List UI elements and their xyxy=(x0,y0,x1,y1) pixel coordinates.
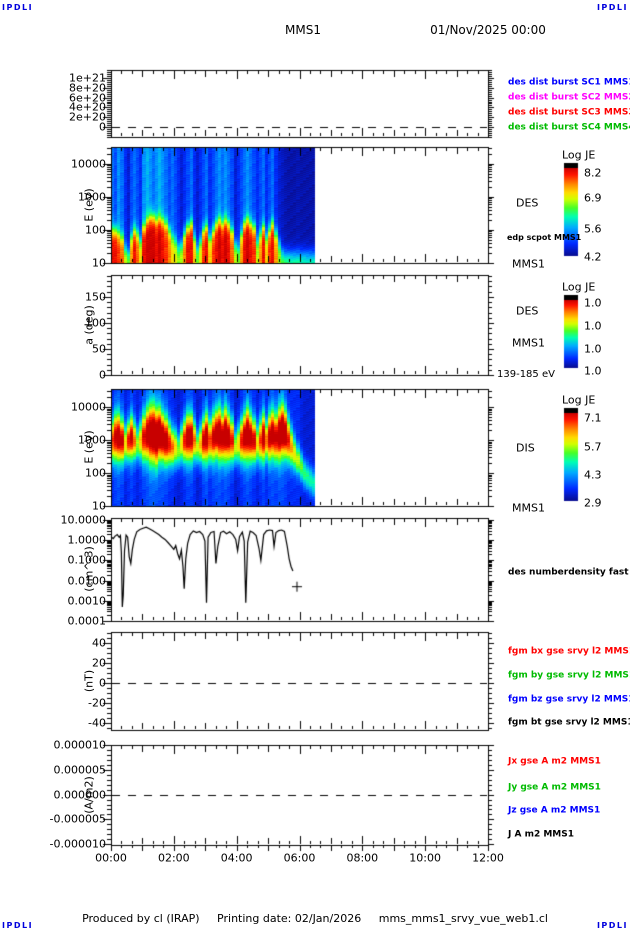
series-label: edp scpot MMS1 xyxy=(507,233,582,242)
y-tick-label: 100 xyxy=(85,466,106,480)
y-tick-label: 2e+20 xyxy=(69,110,106,124)
colorbar-tick-label: 2.9 xyxy=(584,496,602,510)
series-label: J A m2 MMS1 xyxy=(508,829,575,840)
y-tick-label: 0.1000 xyxy=(67,553,107,567)
series-label: des numberdensity fast M xyxy=(508,567,630,578)
colorbar-tick-label: 6.9 xyxy=(584,191,602,205)
y-tick-label: 1000 xyxy=(78,190,106,204)
y-tick-label: -0.000005 xyxy=(49,812,106,826)
footer-printing-date: Printing date: 02/Jan/2026 xyxy=(217,912,362,925)
y-tick-label: 50 xyxy=(92,342,106,356)
series-label: DIS xyxy=(516,441,535,455)
y-tick-label: 150 xyxy=(85,290,106,304)
colorbar-tick-label: 1.0 xyxy=(584,364,602,378)
colorbar-tick-label: 8.2 xyxy=(584,166,602,180)
y-tick-label: 0.0010 xyxy=(67,594,107,608)
y-tick-label: 0.0001 xyxy=(67,614,107,628)
series-label: fgm bx gse srvy l2 MMS1 xyxy=(508,646,630,657)
y-tick-label: 20 xyxy=(92,656,106,670)
colorbar-title: Log JE xyxy=(562,393,596,407)
y-axis-title: E (eV) xyxy=(82,430,96,464)
y-axis-title: a (deg) xyxy=(82,305,96,345)
colorbar-title: Log JE xyxy=(562,148,596,162)
y-tick-label: 0.000000 xyxy=(53,788,107,802)
y-tick-label: 10.0000 xyxy=(60,513,107,527)
series-label: MMS1 xyxy=(512,501,545,515)
x-tick-label: 02:00 xyxy=(157,851,190,865)
watermark-top-right: IPDLI xyxy=(596,3,628,12)
series-label: 139-185 eV xyxy=(497,369,555,380)
x-tick-label: 12:00 xyxy=(472,851,504,865)
watermark-bottom-left: IPDLI xyxy=(2,921,34,930)
footer-script-name: mms_mms1_srvy_vue_web1.cl xyxy=(378,912,548,925)
series-label: fgm bt gse srvy l2 MMS1 xyxy=(508,717,630,728)
series-label: des dist burst SC2 MMS2 xyxy=(508,92,630,103)
x-tick-label: 04:00 xyxy=(220,851,253,865)
y-tick-label: 10000 xyxy=(71,157,106,171)
colorbar-tick-label: 1.0 xyxy=(584,319,602,333)
y-tick-label: 1.0000 xyxy=(67,533,107,547)
y-tick-label: 100 xyxy=(85,223,106,237)
x-tick-label: 06:00 xyxy=(283,851,316,865)
y-tick-label: 1e+21 xyxy=(69,71,106,85)
series-label: DES xyxy=(516,304,539,318)
series-label: MMS1 xyxy=(512,257,545,271)
y-axis-title: (nT) xyxy=(82,669,96,693)
y-tick-label: 0 xyxy=(99,676,106,690)
footer: Produced by cl (IRAP) Printing date: 02/… xyxy=(0,912,630,925)
series-label: DES xyxy=(516,196,539,210)
watermark-bottom-right: IPDLI xyxy=(596,921,628,930)
y-tick-label: 10 xyxy=(92,499,106,513)
colorbar-tick-label: 7.1 xyxy=(584,411,602,425)
series-label: Jy gse A m2 MMS1 xyxy=(508,782,601,793)
y-axis-title: E (eV) xyxy=(82,188,96,222)
y-tick-label: -0.000010 xyxy=(49,837,106,851)
y-tick-label: -20 xyxy=(88,696,106,710)
y-tick-label: 0 xyxy=(99,120,106,134)
colorbar-tick-label: 1.0 xyxy=(584,296,602,310)
y-tick-label: 10 xyxy=(92,256,106,270)
y-tick-label: 6e+20 xyxy=(69,91,106,105)
colorbar-tick-label: 4.2 xyxy=(584,250,602,264)
y-axis-title: (cm^-3) xyxy=(82,546,96,592)
colorbar-tick-label: 5.7 xyxy=(584,440,602,454)
colorbar-tick-label: 4.3 xyxy=(584,468,602,482)
y-tick-label: 4e+20 xyxy=(69,100,106,114)
y-tick-label: -40 xyxy=(88,716,106,730)
colorbar-tick-label: 5.6 xyxy=(584,222,602,236)
x-tick-label: 10:00 xyxy=(409,851,442,865)
series-label: fgm by gse srvy l2 MMS1 xyxy=(508,670,630,681)
y-tick-label: 0.000010 xyxy=(53,738,107,752)
spacecraft-title: MMS1 xyxy=(285,23,321,37)
x-tick-label: 00:00 xyxy=(95,851,127,865)
series-label: des dist burst SC4 MMS4 xyxy=(508,122,630,133)
colorbar-title: Log JE xyxy=(562,280,596,294)
y-tick-label: 0 xyxy=(99,368,106,382)
footer-produced-by: Produced by cl (IRAP) xyxy=(82,912,200,925)
watermark-top-left: IPDLI xyxy=(2,3,34,12)
y-axis-title: (A/m2) xyxy=(82,776,96,814)
y-tick-label: 0.0100 xyxy=(67,574,107,588)
series-label: fgm bz gse srvy l2 MMS1 xyxy=(508,694,630,705)
series-label: Jz gse A m2 MMS1 xyxy=(508,805,601,816)
y-tick-label: 10000 xyxy=(71,400,106,414)
plot-datetime: 01/Nov/2025 00:00 xyxy=(430,23,546,37)
y-tick-label: 100 xyxy=(85,316,106,330)
y-tick-label: 40 xyxy=(92,636,106,650)
series-label: MMS1 xyxy=(512,336,545,350)
y-tick-label: 8e+20 xyxy=(69,81,106,95)
x-tick-label: 08:00 xyxy=(346,851,379,865)
series-label: Jx gse A m2 MMS1 xyxy=(508,756,601,767)
series-label: des dist burst SC1 MMS1 xyxy=(508,77,630,88)
colorbar-tick-label: 1.0 xyxy=(584,342,602,356)
series-label: des dist burst SC3 MMS3 xyxy=(508,107,630,118)
y-tick-label: 0.000005 xyxy=(53,763,107,777)
y-tick-label: 1000 xyxy=(78,433,106,447)
